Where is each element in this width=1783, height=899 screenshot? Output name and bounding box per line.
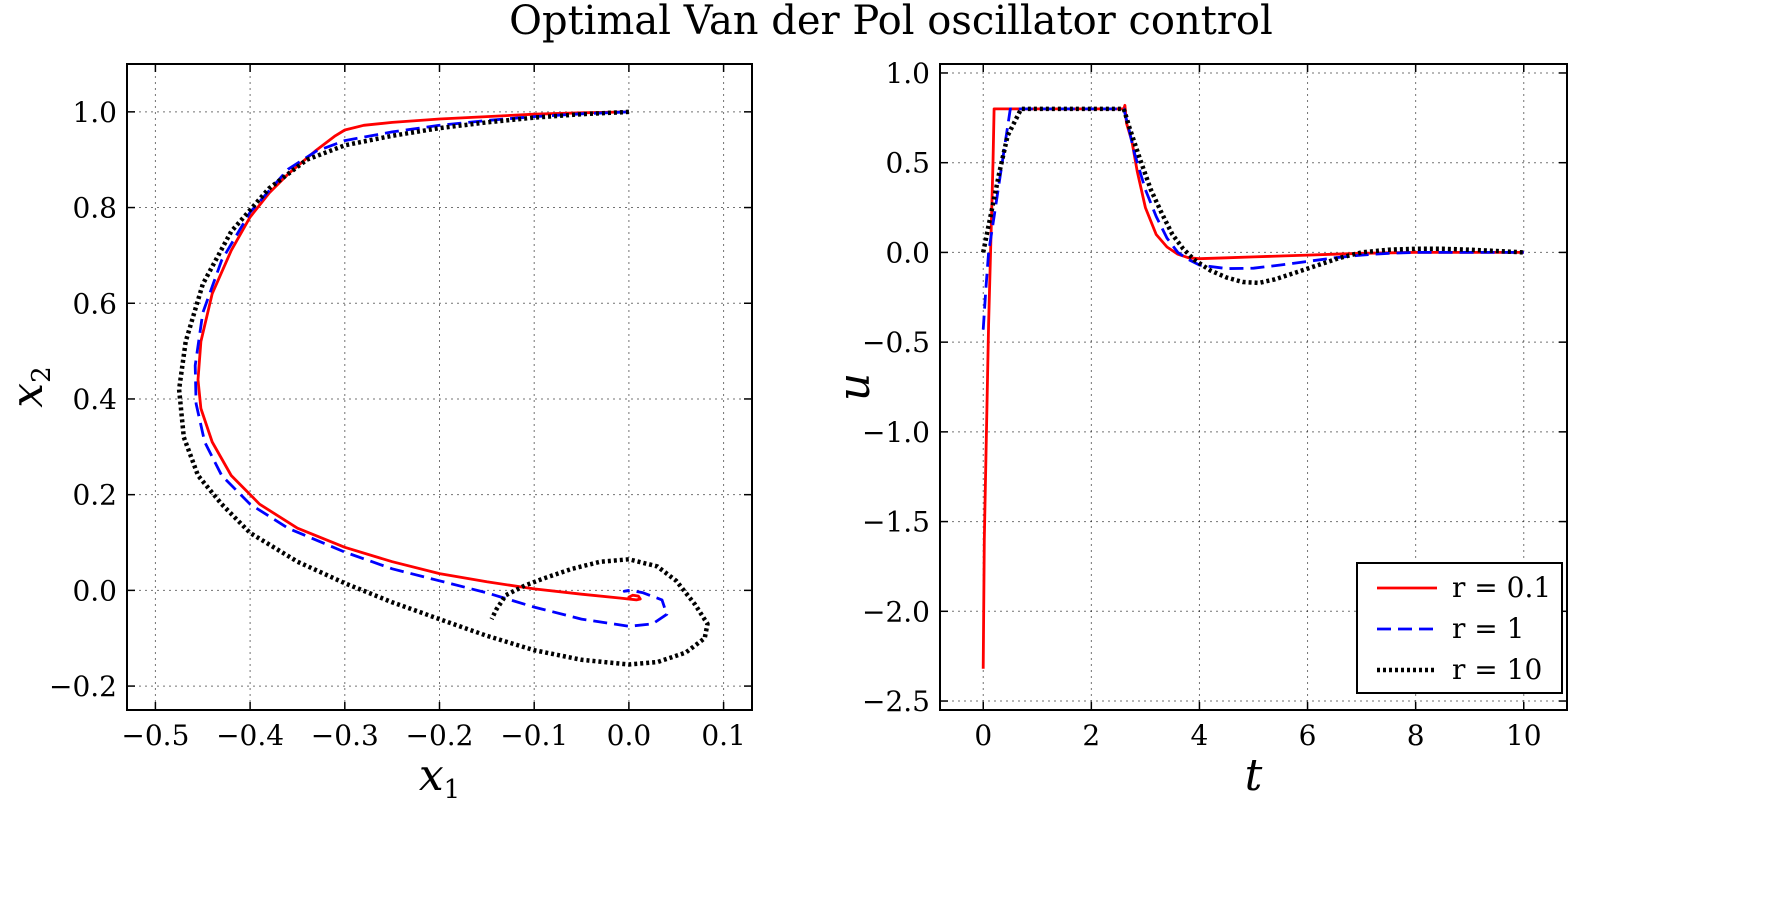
x-tick-label: 0 [974, 719, 992, 752]
control-signal-axes: 0 2 4 6 8 10 −2.5 −2.0 −1.5 −1.0 −0.5 0.0 0.5 1.0 t u… [829, 57, 1568, 801]
series-line-r-10 [176, 109, 710, 667]
legend-items: r = 0.1 r = 1 r = 10 [1377, 571, 1551, 686]
control-signal-lines [980, 103, 1524, 669]
y-tick-label: 1.0 [885, 57, 930, 90]
x-tick-label: 2 [1082, 719, 1100, 752]
x2-axis-label: x2 [2, 366, 57, 407]
series-line-r-1 [981, 107, 1524, 330]
phase-portrait-axes: −0.5 −0.4 −0.3 −0.2 −0.1 0.0 0.1 −0.2 0.0 0.2 0.4 0… [2, 63, 753, 805]
y-tick-label: 0.0 [885, 236, 930, 269]
x-tick-label: −0.2 [406, 719, 474, 752]
control-signal-frame [939, 63, 1568, 711]
x1-axis-label: x1 [419, 750, 460, 805]
y-tick-label: 0.0 [72, 574, 117, 607]
y-tick-label: 0.5 [885, 147, 930, 180]
y-tick-label: −1.5 [862, 506, 930, 539]
y-tick-label: 1.0 [72, 96, 117, 129]
y-tick-label: 0.6 [72, 287, 117, 320]
y-tick-label: −2.0 [862, 595, 930, 628]
legend-label: r = 1 [1452, 612, 1524, 645]
x-tick-label: 0.1 [701, 719, 746, 752]
x-tick-label: 6 [1299, 719, 1317, 752]
series-line-r-0-1 [981, 103, 1524, 669]
x-tick-label: 10 [1506, 719, 1542, 752]
legend: r = 0.1 r = 1 r = 10 [1356, 562, 1563, 694]
x-tick-label: −0.4 [216, 719, 284, 752]
x2-axis-label-sub: 2 [27, 366, 57, 383]
y-tick-label: −0.5 [862, 326, 930, 359]
series-line-r-1 [193, 110, 669, 628]
t-axis-label: t [1245, 750, 1263, 801]
x-tick-label: −0.1 [500, 719, 568, 752]
phase-portrait-lines [176, 109, 710, 667]
x-tick-label: 4 [1191, 719, 1209, 752]
y-tick-label: 0.2 [72, 479, 117, 512]
x-tick-label: 0.0 [607, 719, 652, 752]
x-tick-label: −0.3 [311, 719, 379, 752]
x-tick-label: −0.5 [121, 719, 189, 752]
y-tick-label: 0.4 [72, 383, 117, 416]
figure-title: Optimal Van der Pol oscillator control [509, 0, 1273, 44]
phase-portrait-ticks: −0.5 −0.4 −0.3 −0.2 −0.1 0.0 0.1 −0.2 0.0 0.2 0.4 0… [49, 64, 752, 752]
y-tick-label: −0.2 [49, 670, 117, 703]
x-tick-label: 8 [1407, 719, 1425, 752]
legend-label: r = 0.1 [1452, 571, 1551, 604]
series-line-r-0-1 [196, 110, 642, 602]
x1-axis-label-main: x [419, 750, 444, 801]
series-line-r-10 [980, 106, 1524, 286]
y-tick-label: −1.0 [862, 416, 930, 449]
control-signal-ticks: 0 2 4 6 8 10 −2.5 −2.0 −1.5 −1.0 −0.5 0.0 0.5 1.0 [862, 57, 1567, 752]
u-axis-label: u [829, 373, 880, 401]
y-tick-label: −2.5 [862, 685, 930, 718]
legend-label: r = 10 [1452, 653, 1542, 686]
x1-axis-label-sub: 1 [444, 775, 461, 805]
phase-portrait-grid [127, 64, 752, 710]
y-tick-label: 0.8 [72, 192, 117, 225]
x2-axis-label-main: x [2, 383, 53, 408]
